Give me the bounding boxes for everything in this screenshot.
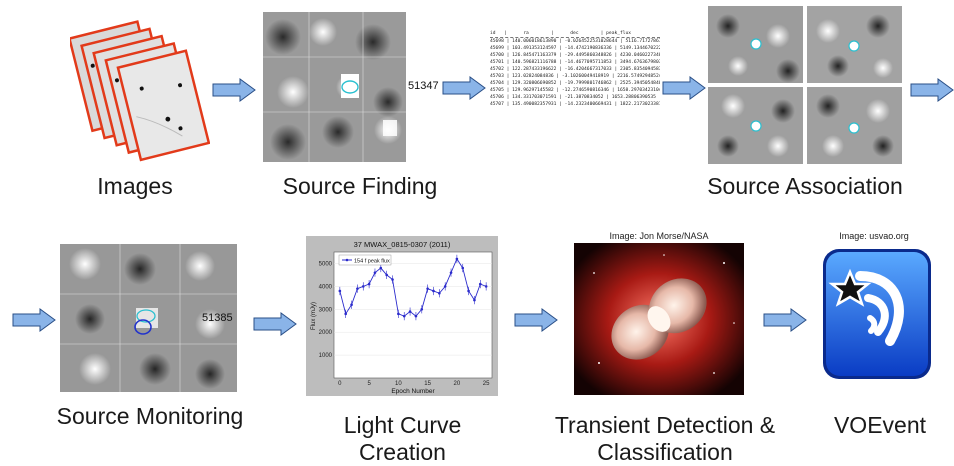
y-tick-label: 2000 (319, 330, 333, 336)
plot-area (333, 251, 493, 379)
legend-swatch-marker (345, 258, 349, 262)
data-point (432, 289, 435, 293)
voevent-logo-graphic (823, 249, 931, 379)
data-point (473, 298, 476, 302)
chart-xlabel: Epoch Number (391, 388, 435, 395)
source-association-image (708, 6, 902, 164)
source-monitoring-image (60, 244, 237, 392)
data-point (361, 285, 365, 288)
stage-label-images: Images (97, 173, 173, 199)
table-body: 45698 | 140.006018613890 | -0.0264522531… (490, 38, 660, 108)
data-point (338, 289, 342, 293)
y-tick-label: 3000 (319, 307, 333, 313)
x-tick-label: 20 (454, 381, 461, 387)
transient-image-credit: Image: Jon Morse/NASA (609, 231, 709, 241)
chart-ylabel: Flux (mJy) (311, 302, 317, 330)
source-finding-pixels (263, 12, 406, 162)
x-tick-label: 0 (338, 381, 342, 387)
voevent-image-credit: Image: usvao.org (839, 231, 909, 241)
table-row: 45704 | 129.320806690852 | -19.799980174… (490, 81, 660, 86)
source-monitoring-pixels (60, 244, 237, 392)
y-tick-label: 5000 (319, 261, 333, 267)
data-point (420, 307, 424, 311)
stage-label-source-finding: Source Finding (282, 173, 438, 199)
stage-label-voevent: VOEvent (833, 412, 927, 438)
data-point (391, 278, 394, 281)
y-tick-label: 1000 (319, 353, 333, 359)
stage-label-transient: Transient Detection & Classification (554, 412, 776, 465)
eta-carinae-picture (574, 243, 744, 395)
source-monitoring-id: 51385 (202, 312, 233, 324)
data-point (402, 314, 406, 318)
table-row: 45700 | 126.845471163379 | -29.449586034… (490, 53, 660, 58)
table-row: 45698 | 140.006018613890 | -0.0264522531… (490, 39, 660, 44)
x-tick-label: 15 (424, 381, 431, 387)
x-tick-label: 25 (483, 381, 490, 387)
data-point (379, 266, 383, 270)
stage-label-source-association: Source Association (707, 173, 903, 199)
data-point (443, 285, 447, 288)
table-row: 45707 | 135.490082357931 | -14.232340066… (490, 102, 660, 107)
chart-legend-entry: 154 f peak flux (354, 258, 390, 264)
data-point (467, 289, 470, 293)
flow-arrow-3 (662, 76, 706, 100)
data-point (344, 312, 348, 316)
table-row: 45706 | 134.331703071591 | -21.387083405… (490, 95, 656, 100)
flow-arrow-5 (12, 308, 56, 332)
data-point (478, 282, 482, 286)
flow-arrow-6 (253, 312, 297, 336)
association-tiles (708, 6, 902, 164)
light-curve-panel: 37 MWAX_0815-0307 (2011) 1000 2000 3000 400… (306, 236, 498, 396)
table-row: 45705 | 129.96297145582 | -12.2746590816… (490, 88, 660, 93)
table-header: id | ra | dec | peak_flux (490, 30, 660, 38)
data-point (426, 287, 429, 290)
data-point (438, 291, 441, 295)
y-tick-label: 4000 (319, 284, 333, 290)
chart-title: 37 MWAX_0815-0307 (2011) (354, 240, 451, 249)
images-stack (70, 15, 210, 165)
data-point (461, 266, 465, 270)
transient-image (574, 243, 744, 395)
data-point (455, 257, 459, 261)
light-curve-chart: 37 MWAX_0815-0307 (2011) 1000 2000 3000 400… (311, 240, 493, 395)
data-point (484, 285, 488, 288)
data-point (397, 312, 400, 316)
flow-arrow-7 (514, 308, 558, 332)
table-row: 45703 | 123.02824084836 | -3.10260049418… (490, 74, 660, 79)
stage-label-light-curve: Light Curve Creation (343, 412, 462, 465)
voevent-logo (820, 246, 934, 382)
flow-arrow-1 (212, 78, 256, 102)
table-row: 45702 | 122.287433196622 | -16.420466731… (490, 67, 660, 72)
stage-label-source-monitoring: Source Monitoring (56, 403, 244, 429)
source-finding-image (263, 12, 406, 162)
data-point (449, 271, 453, 274)
image-stack-graphic (70, 20, 210, 162)
association-table: id | ra | dec | peak_flux 45698 | 140.00… (490, 30, 660, 150)
source-finding-id: 51347 (408, 80, 439, 92)
data-point (373, 271, 377, 274)
flow-arrow-2 (442, 76, 486, 100)
data-point (356, 287, 359, 290)
data-point (414, 314, 418, 318)
chart-legend-box (338, 254, 392, 266)
x-tick-label: 10 (395, 381, 402, 387)
data-point (350, 303, 353, 306)
data-point (385, 273, 388, 277)
data-point (408, 310, 412, 313)
table-row: 45699 | 103.491353124597 | -14.474219083… (490, 46, 660, 51)
x-tick-label: 5 (367, 381, 371, 387)
table-row: 45701 | 140.596821116788 | -14.467709571… (490, 60, 660, 65)
data-point (367, 282, 371, 286)
flow-arrow-8 (763, 308, 807, 332)
flow-arrow-4 (910, 78, 954, 102)
